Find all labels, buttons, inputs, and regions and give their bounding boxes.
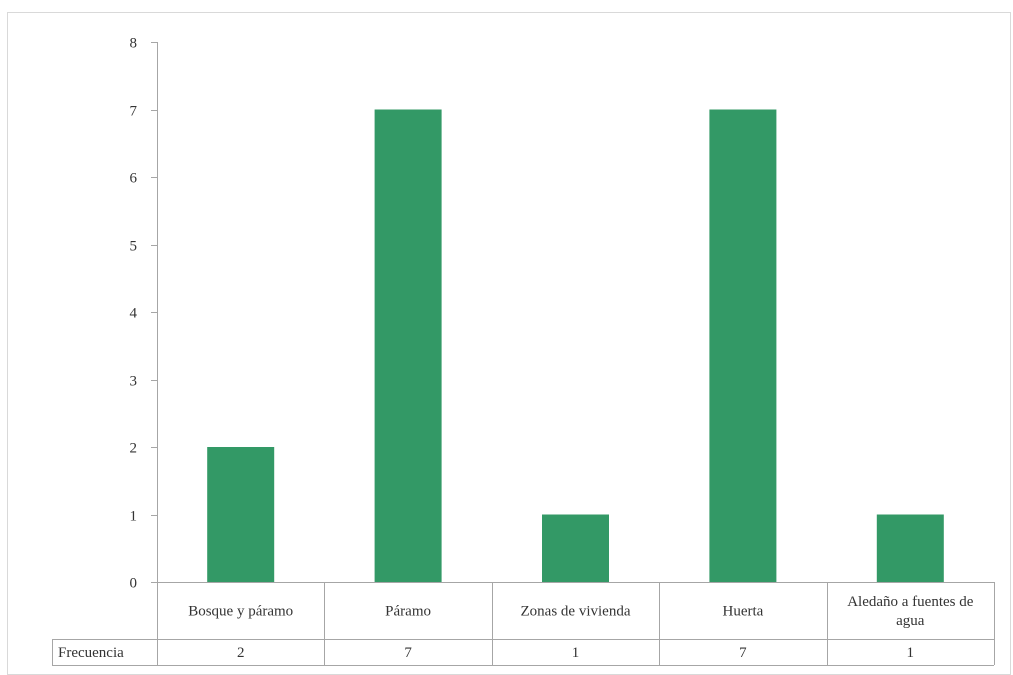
y-tick-label: 1: [130, 509, 138, 525]
bar: [709, 109, 777, 582]
data-label: 1: [572, 645, 580, 661]
x-tick-label: Zonas de vivienda: [521, 604, 631, 620]
data-label: 2: [237, 645, 245, 661]
x-tick-label: Bosque y páramo: [188, 604, 293, 620]
y-tick-label: 8: [130, 36, 138, 52]
bar: [374, 109, 442, 582]
bar: [542, 514, 609, 582]
y-tick-label: 5: [130, 239, 138, 255]
y-tick-label: 0: [130, 576, 138, 592]
data-table: Bosque y páramo Páramo Zonas de vivienda Hu…: [52, 582, 995, 666]
bars: [207, 109, 944, 582]
x-tick-label: Aledaño a fuentes de agua: [847, 594, 974, 629]
data-label: 7: [739, 645, 747, 661]
series-header: Frecuencia: [58, 645, 124, 661]
bar: [876, 514, 944, 582]
y-tick-label: 3: [130, 374, 138, 390]
x-tick-label: Páramo: [385, 604, 431, 620]
bar: [207, 447, 275, 582]
axes: 0 1 2 3 4 5 6 7 8: [130, 36, 158, 592]
y-tick-label: 4: [130, 306, 138, 322]
x-tick-label: Huerta: [722, 604, 763, 620]
y-tick-label: 7: [130, 104, 138, 120]
y-tick-label: 6: [130, 171, 138, 187]
data-label: 7: [404, 645, 412, 661]
data-label: 1: [907, 645, 915, 661]
y-tick-label: 2: [130, 441, 138, 457]
